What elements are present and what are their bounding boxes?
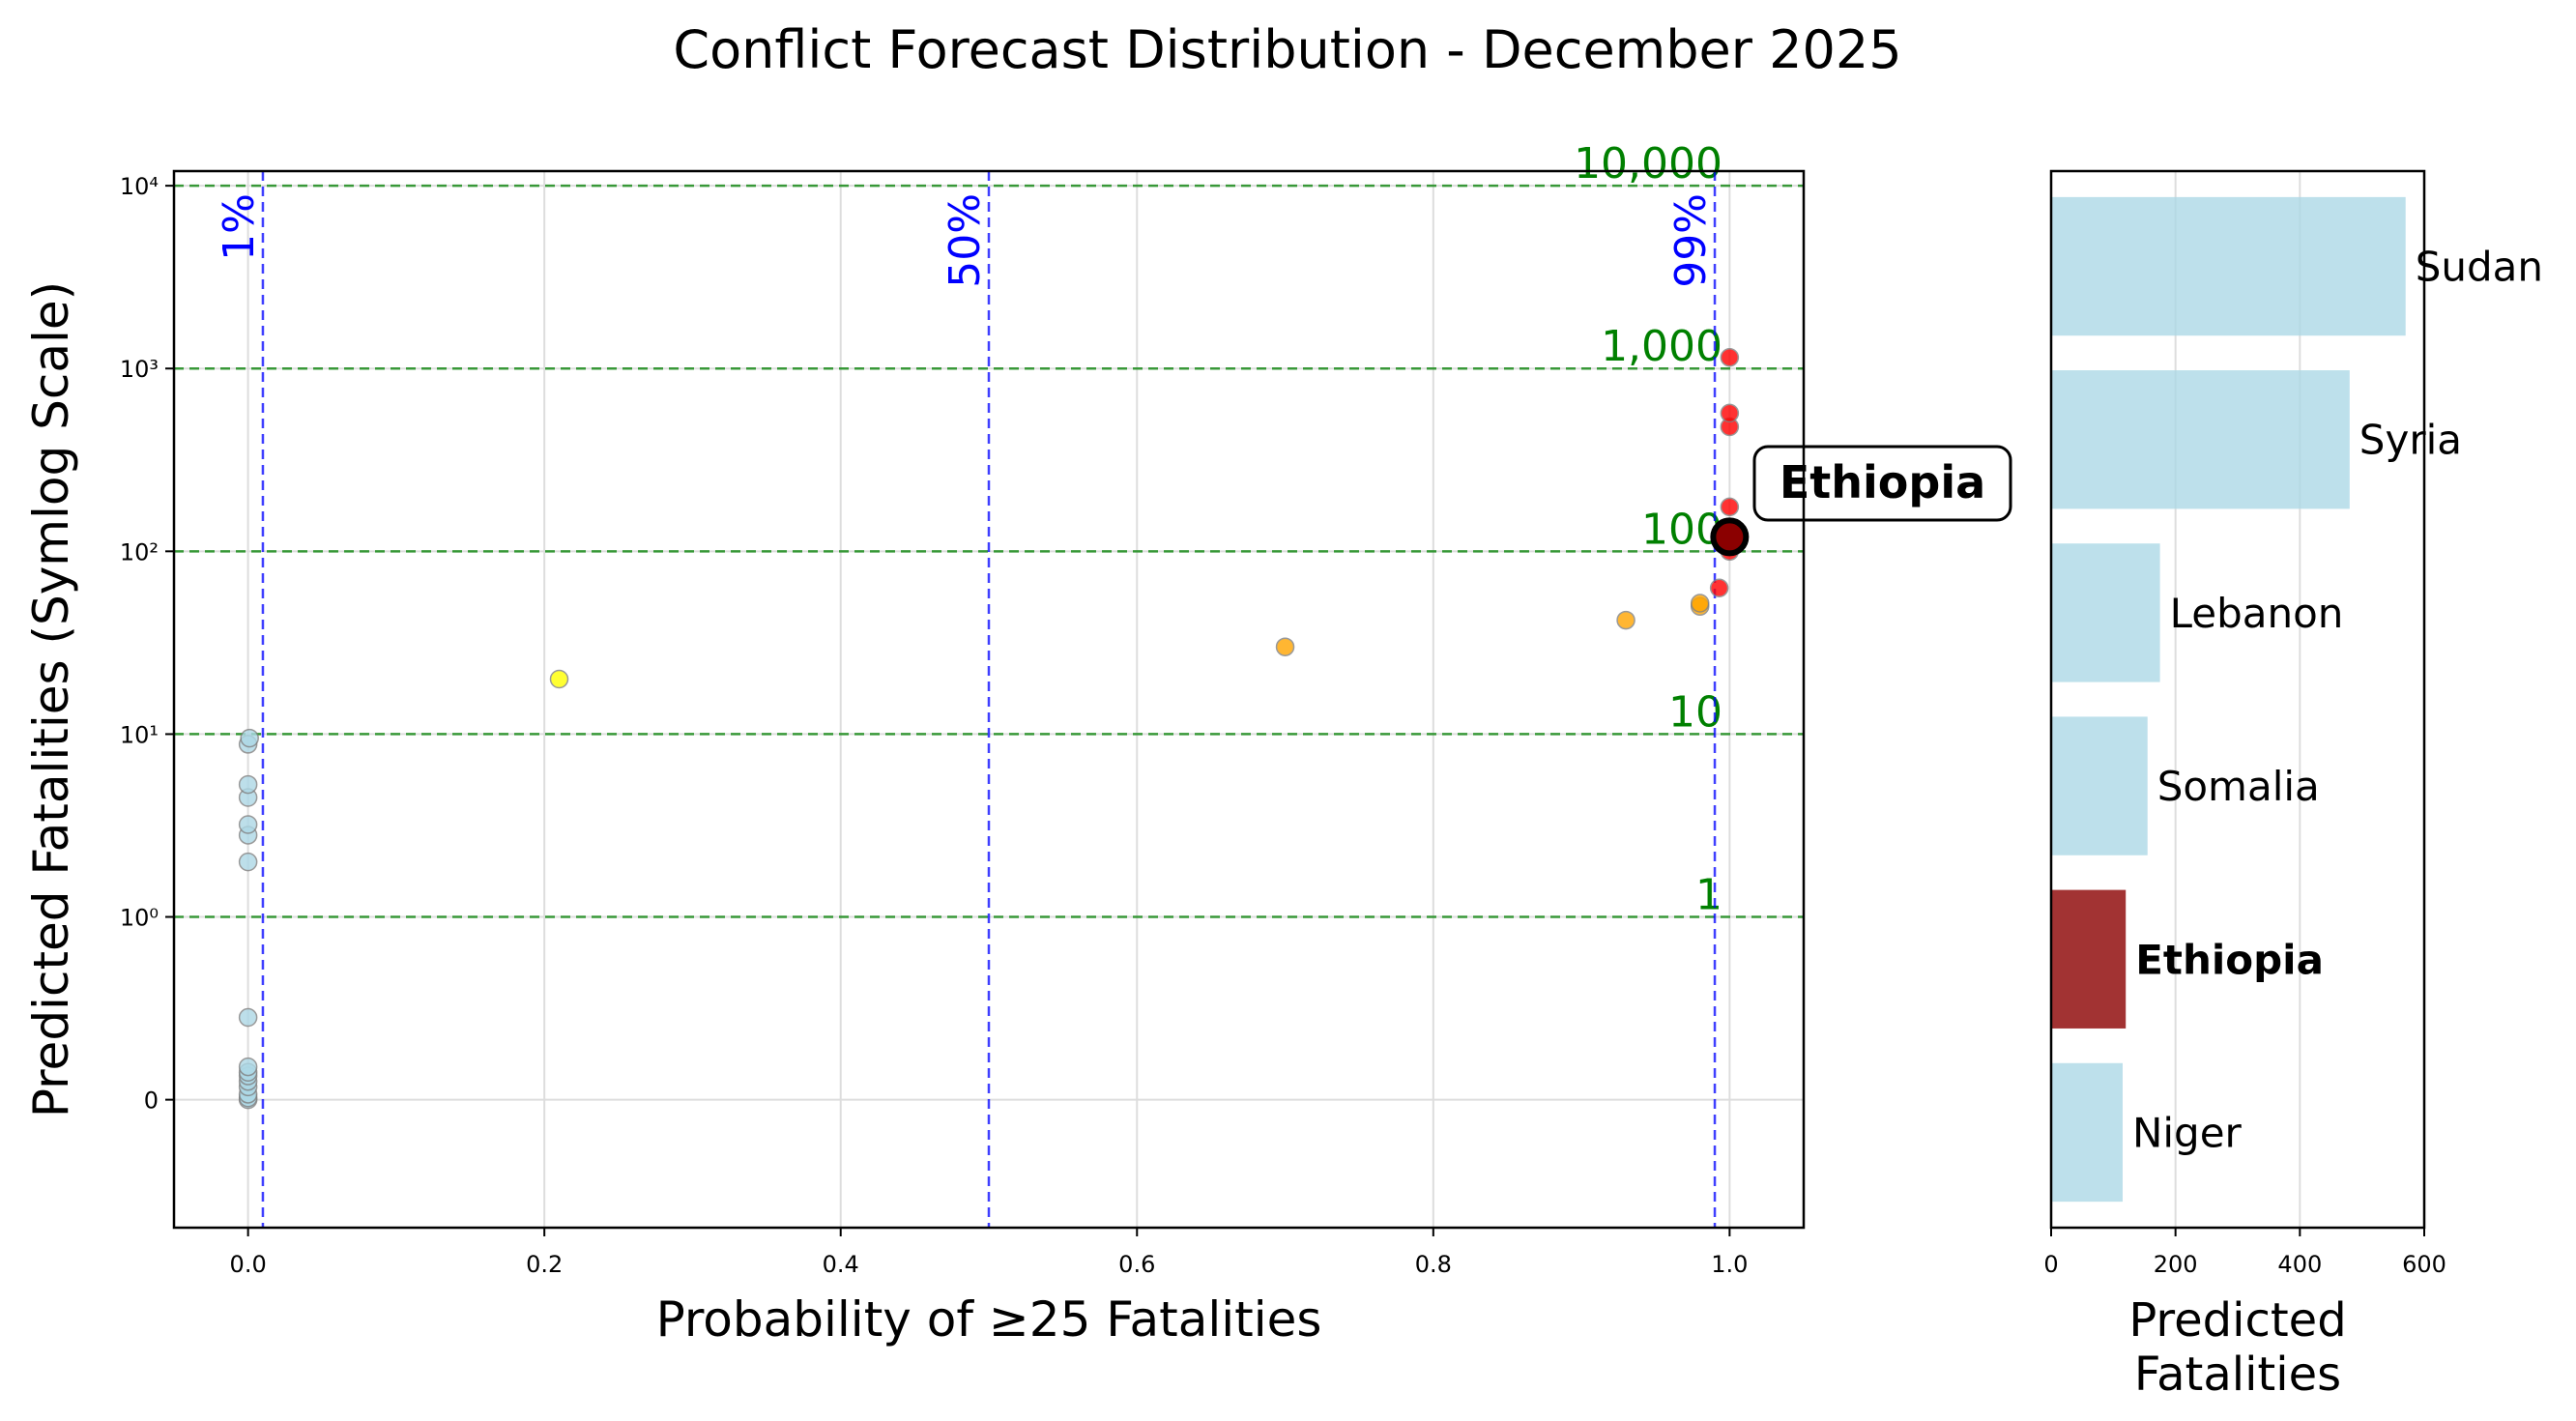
bar	[2051, 196, 2406, 336]
scatter-point	[238, 852, 258, 872]
fatality-threshold-label: 100	[1641, 505, 1722, 554]
y-tick-label: 10²	[120, 538, 159, 566]
probability-threshold-label: 1%	[215, 193, 264, 261]
probability-threshold-label: 99%	[1666, 193, 1716, 288]
scatter-point	[1720, 403, 1740, 423]
y-tick-label: 10¹	[120, 721, 159, 748]
bar-category-label: Somalia	[2157, 763, 2320, 810]
bar-category-label: Niger	[2132, 1109, 2243, 1156]
y-tick-label: 10⁴	[120, 173, 159, 200]
bar-category-label: Sudan	[2416, 244, 2543, 291]
bar-x-tick-label: 200	[2154, 1251, 2198, 1278]
x-axis-label: Probability of ≥25 Fatalities	[656, 1291, 1322, 1348]
bar-x-tick-label: 0	[2043, 1251, 2058, 1278]
scatter-point	[1690, 594, 1710, 613]
x-tick-label: 1.0	[1711, 1251, 1748, 1278]
bar	[2051, 716, 2148, 856]
y-tick-label: 10³	[120, 356, 159, 383]
scatter-point	[238, 1057, 258, 1077]
bar	[2051, 1062, 2123, 1203]
scatter-point	[1275, 637, 1295, 656]
scatter-point	[1616, 610, 1635, 630]
fatality-threshold-label: 10	[1668, 687, 1722, 737]
bar-category-label: Syria	[2359, 417, 2462, 464]
scatter-point	[549, 669, 569, 689]
bar	[2051, 370, 2350, 509]
x-tick-label: 0.4	[823, 1251, 859, 1278]
highlight-label-box	[1752, 445, 2012, 522]
x-tick-label: 0.2	[526, 1251, 563, 1278]
scatter-plot-frame	[172, 169, 1806, 1230]
bar-plot-frame	[2049, 169, 2426, 1230]
bar-panel: Sudan Syria Lebanon Somalia Ethiopia Niger 0 20…	[2043, 169, 2543, 1402]
scatter-point	[1720, 497, 1740, 517]
probability-threshold-label: 50%	[941, 193, 990, 288]
scatter-point	[238, 774, 258, 795]
scatter-panel: 1 10 100 1,000 10,000 1% 50% 99% Ethiopia 0.0 0.2 0…	[23, 139, 2012, 1348]
scatter-point	[1709, 578, 1729, 598]
fatality-threshold-label: 1	[1695, 871, 1722, 920]
scatter-point	[240, 728, 259, 748]
x-tick-label: 0.0	[230, 1251, 267, 1278]
bar-category-label: Ethiopia	[2135, 936, 2324, 983]
figure-title: Conflict Forecast Distribution - Decembe…	[673, 19, 1901, 80]
y-axis-label: Predicted Fatalities (Symlog Scale)	[23, 281, 79, 1117]
highlight-point	[1710, 517, 1750, 557]
x-tick-label: 0.6	[1118, 1251, 1155, 1278]
bar	[2051, 543, 2160, 682]
scatter-point	[1720, 348, 1740, 367]
scatter-point	[238, 815, 258, 834]
y-tick-label: 10⁰	[120, 905, 159, 932]
bar-x-axis-label: Predicted Fatalities	[2128, 1293, 2346, 1402]
x-tick-label: 0.8	[1415, 1251, 1452, 1278]
y-tick-label: 0	[144, 1088, 159, 1115]
fatality-threshold-label: 1,000	[1601, 322, 1722, 371]
bar-x-tick-label: 600	[2402, 1251, 2446, 1278]
highlight-label: Ethiopia	[1780, 456, 1985, 508]
fatality-threshold-label: 10,000	[1574, 139, 1722, 188]
bar	[2051, 889, 2127, 1029]
bar-x-tick-label: 400	[2277, 1251, 2322, 1278]
bar-category-label: Lebanon	[2170, 590, 2344, 637]
scatter-point	[238, 1007, 258, 1028]
